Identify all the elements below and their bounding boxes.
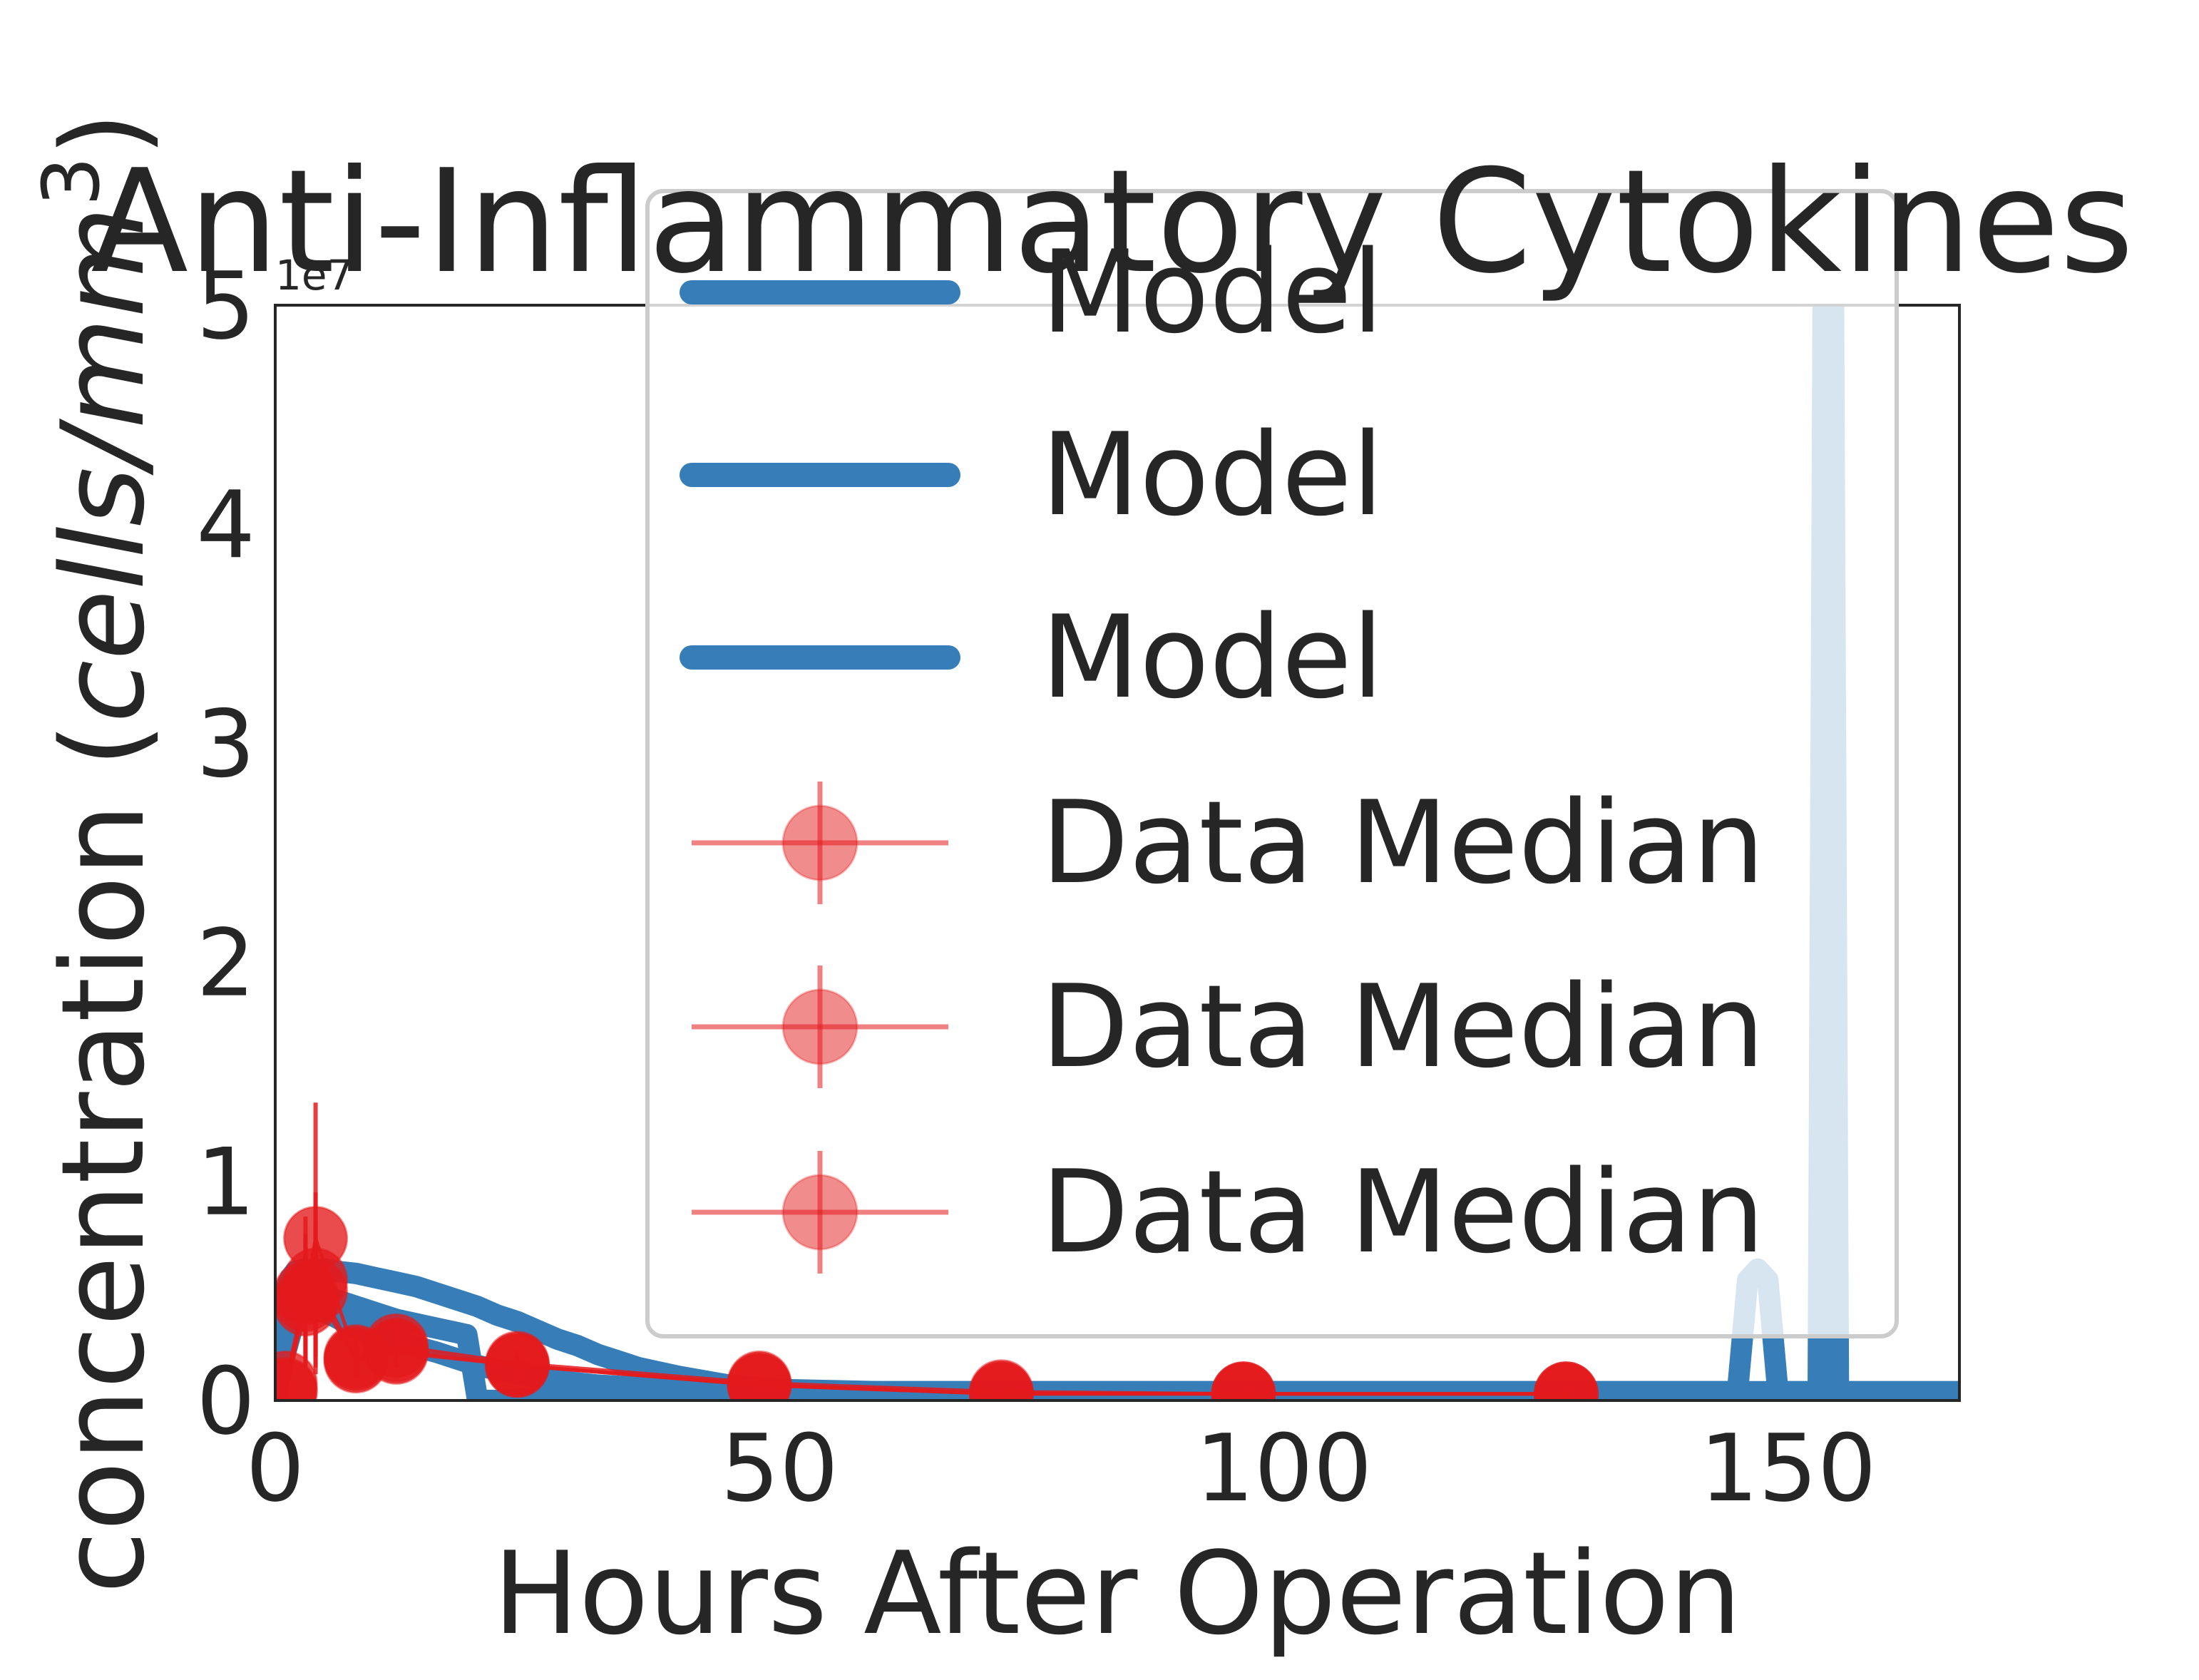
legend-label: Data Median (1041, 1145, 1765, 1279)
y-offset-label: 1e7 (275, 251, 354, 299)
y-tick-label: 0 (196, 1347, 255, 1455)
data-point (727, 1353, 792, 1400)
y-axis-label-close: ) (36, 112, 170, 156)
x-tick-label: 50 (720, 1414, 838, 1522)
legend-label: Model (1041, 408, 1383, 541)
model-line-3 (275, 1298, 1959, 1400)
data-point (968, 1361, 1034, 1400)
x-axis-label: Hours After Operation (493, 1527, 1742, 1660)
y-tick-label: 2 (196, 909, 255, 1018)
data-point (484, 1333, 550, 1398)
y-axis-label-main: concentration ( (36, 723, 170, 1594)
data-series-3 (275, 1225, 1599, 1400)
y-tick-label: 4 (196, 471, 255, 579)
chart-title: Anti-Inflammatory Cytokines (91, 139, 2133, 305)
data-point (364, 1319, 429, 1385)
legend-label: Model (1041, 225, 1383, 359)
legend-data-marker (781, 1174, 858, 1251)
legend: Model Model Model Data Median Data Median Dat… (645, 189, 1899, 1338)
y-tick-label: 5 (196, 252, 255, 360)
y-axis-label-sup: 3 (26, 156, 117, 206)
ticks-layer: 0 50 100 150 0 1 2 3 4 5 (196, 252, 1876, 1522)
data-point (1533, 1361, 1599, 1400)
y-tick-label: 3 (196, 690, 255, 798)
data-point (275, 1359, 318, 1400)
legend-label: Data Median (1041, 960, 1765, 1093)
plot-area (275, 305, 1959, 1400)
data-point (283, 1258, 349, 1323)
series-layer (275, 305, 1959, 1400)
legend-data-marker (781, 804, 858, 881)
legend-data-marker (781, 988, 858, 1065)
y-axis-label-unit: cells/mm (36, 206, 170, 722)
legend-label: Model (1041, 590, 1383, 724)
y-tick-label: 1 (196, 1128, 255, 1236)
legend-label: Data Median (1041, 776, 1765, 909)
x-tick-label: 100 (1195, 1414, 1372, 1522)
y-axis-label: concentration (cells/mm3) (26, 112, 170, 1594)
x-tick-label: 0 (246, 1414, 305, 1522)
x-tick-label: 150 (1699, 1414, 1876, 1522)
data-point (1211, 1361, 1276, 1400)
